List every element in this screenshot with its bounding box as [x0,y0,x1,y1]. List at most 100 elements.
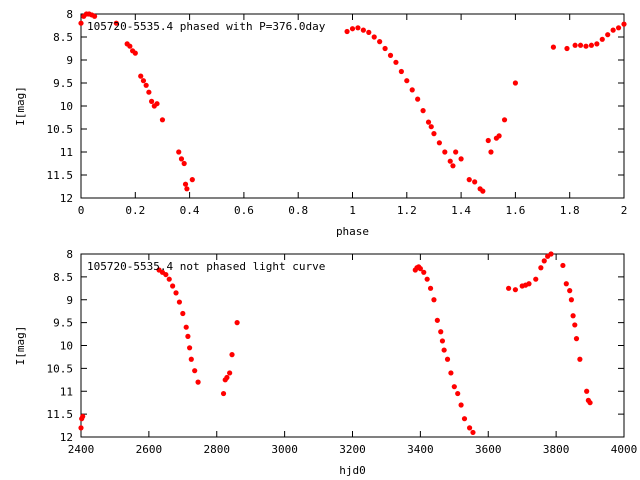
data-point [371,34,377,40]
x-axis-label: phase [336,225,369,238]
data-point [184,186,190,192]
data-point [568,297,574,303]
data-point [572,42,578,48]
data-point [113,20,119,26]
data-point [594,41,600,47]
data-point [488,149,494,155]
data-point [424,276,430,282]
y-axis-ticks: 8 8.5 9 9.5 10 10.5 11 11.5 12 [47,8,624,205]
data-point [234,320,240,326]
x-tick-label: 3600 [475,443,502,456]
data-point [466,425,473,431]
chart-title: 105720-5535.4 phased with P=376.0day [87,20,326,33]
data-point [132,50,138,56]
data-point [159,117,166,123]
data-point [434,317,440,323]
data-point [428,124,434,130]
data-point [470,429,476,436]
y-tick-label: 11.5 [47,408,74,421]
x-tick-label: 4000 [611,443,638,456]
data-point [448,370,454,376]
data-point [143,82,149,88]
data-point [439,338,446,344]
data-point [588,42,595,48]
data-point [360,27,366,33]
data-point [563,281,569,287]
y-tick-label: 10.5 [47,123,74,136]
plot-frame [80,13,625,199]
data-point [548,251,554,257]
data-point [458,156,464,162]
x-axis-ticks: 0 0.2 0.4 0.6 0.8 1 1.2 1.4 1.6 1.8 2 [78,14,627,217]
data-point [577,42,584,48]
data-point [146,89,152,95]
data-point [584,388,590,394]
data-point [127,43,133,49]
data-point [170,283,176,289]
data-point [148,98,155,104]
data-point [91,13,98,19]
data-point [526,281,532,287]
x-tick-label: 3400 [407,443,434,456]
data-point [431,297,437,303]
data-point [466,177,472,183]
data-point [570,313,576,319]
x-tick-label: 1.2 [397,204,417,217]
y-axis-ticks: 8 8.5 9 9.5 10 10.5 11 11.5 12 [47,248,624,444]
data-point [229,352,235,358]
x-tick-label: 1.8 [560,204,580,217]
data-point [431,131,437,137]
data-point [550,44,557,50]
data-point [185,333,191,339]
data-point [154,101,160,107]
data-point [173,290,179,296]
data-point [610,27,616,33]
data-point [605,32,611,38]
data-point [441,347,447,353]
data-point [560,262,566,269]
data-points [78,11,627,194]
data-point [599,36,605,42]
x-tick-label: 0.6 [234,204,254,217]
data-point [421,269,427,275]
data-point [420,108,426,114]
data-point [538,265,544,271]
data-point [187,345,193,351]
x-tick-label: 3800 [543,443,570,456]
y-tick-label: 9 [66,294,73,307]
data-point [176,149,182,155]
data-point [444,356,451,362]
y-tick-label: 10 [60,340,73,353]
data-point [393,59,399,65]
data-point [442,149,448,155]
y-axis-label: I[mag] [14,86,27,126]
x-tick-label: 0.2 [125,204,145,217]
data-point [512,287,519,293]
phased-light-curve-panel: 0 0.2 0.4 0.6 0.8 1 1.2 1.4 1.6 1.8 2 8 8.5 9 9.5 10 10… [14,8,627,238]
data-point [438,329,444,335]
y-axis-label: I[mag] [14,326,27,366]
x-tick-label: 1.4 [451,204,471,217]
y-tick-label: 9 [66,54,73,67]
data-point [573,336,580,342]
data-point [451,384,457,390]
y-tick-label: 9.5 [53,317,73,330]
y-tick-label: 11 [60,146,73,159]
chart-title: 105720-5535.4 not phased light curve [87,260,325,273]
data-point [377,39,383,45]
data-point [140,78,147,84]
y-tick-label: 8 [66,8,73,21]
data-points [78,251,593,436]
y-tick-label: 11 [60,385,73,398]
data-point [417,266,423,272]
y-tick-label: 8 [66,248,73,261]
data-point [436,140,442,146]
data-point [180,310,186,317]
data-point [577,356,583,362]
x-tick-label: 1.6 [505,204,525,217]
x-tick-label: 0.4 [180,204,200,217]
data-point [583,43,589,49]
data-point [458,402,464,408]
data-point [506,285,512,291]
plot-frame [80,253,625,438]
